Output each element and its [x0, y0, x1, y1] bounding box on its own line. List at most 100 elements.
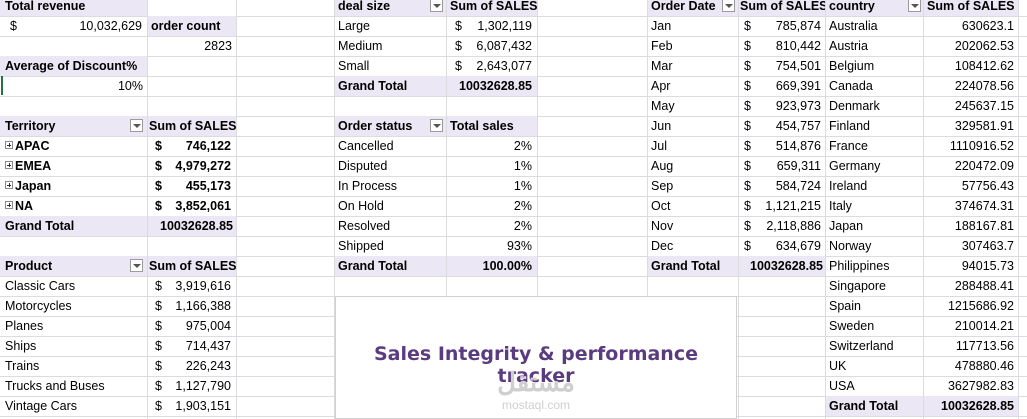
product-pivot: Product Sum of SALES Classic Cars $ 3,91… [0, 256, 236, 416]
table-row[interactable]: Switzerland 117713.56 [829, 339, 1014, 353]
expand-icon[interactable] [5, 141, 13, 149]
table-row[interactable]: Large $ 1,302,119 [338, 19, 532, 33]
grand-total-label: Grand Total [648, 256, 738, 276]
table-row[interactable]: Denmark 245637.15 [829, 99, 1014, 113]
table-row[interactable]: Mar $754,501 [651, 59, 821, 73]
country-header: country [826, 0, 923, 16]
grand-total-value: 100.00% [447, 256, 537, 276]
product-filter-dropdown-icon[interactable] [130, 259, 143, 272]
table-row[interactable]: Singapore 288488.41 [829, 279, 1014, 293]
table-row[interactable]: Feb $810,442 [651, 39, 821, 53]
discount-label[interactable]: Average of Discount% [0, 56, 147, 76]
order-date-sum-header: Sum of SALES [739, 0, 825, 16]
table-row[interactable]: Dec $634,679 [651, 239, 821, 253]
table-row[interactable]: In Process 1% [338, 179, 532, 193]
table-row[interactable]: May $923,973 [651, 99, 821, 113]
territory-pivot: Territory Sum of SALES APAC $ 746,122 EM… [0, 116, 236, 236]
order-status-header: Order status [335, 116, 446, 136]
order-count-label[interactable]: order count [148, 16, 236, 36]
grand-total-value: 10032628.85 [924, 396, 1018, 416]
table-row[interactable]: Resolved 2% [338, 219, 532, 233]
table-row[interactable]: Jul $514,876 [651, 139, 821, 153]
table-row[interactable]: Nov $2,118,886 [651, 219, 821, 233]
currency-symbol: $ [10, 19, 17, 33]
selected-cell[interactable] [1, 76, 146, 95]
watermark-url: mostaql.com [501, 398, 571, 412]
table-row[interactable]: Ireland 57756.43 [829, 179, 1014, 193]
table-row[interactable]: Sep $584,724 [651, 179, 821, 193]
table-row[interactable]: Planes $ 975,004 [5, 319, 231, 333]
kpi-block: Total revenue $ 10,032,629 order count 2… [0, 0, 236, 96]
table-row[interactable]: Vintage Cars $ 1,903,151 [5, 399, 231, 413]
country-filter-dropdown-icon[interactable] [908, 0, 921, 12]
total-revenue-label[interactable]: Total revenue [0, 0, 147, 16]
order-date-header: Order Date [648, 0, 738, 16]
deal-size-header: deal size [335, 0, 446, 16]
table-row[interactable]: Trucks and Buses $ 1,127,790 [5, 379, 231, 393]
product-header: Product [0, 256, 147, 276]
country-sum-header: Sum of SALES [924, 0, 1018, 16]
grand-total-label: Grand Total [826, 396, 923, 416]
table-row[interactable]: Jun $454,757 [651, 119, 821, 133]
table-row[interactable]: USA 3627982.83 [829, 379, 1014, 393]
table-row[interactable]: Finland 329581.91 [829, 119, 1014, 133]
grand-total-value: 10032628.85 [148, 216, 236, 236]
table-row[interactable]: Disputed 1% [338, 159, 532, 173]
order-status-sum-header: Total sales [447, 116, 537, 136]
table-row[interactable]: Apr $669,391 [651, 79, 821, 93]
territory-filter-dropdown-icon[interactable] [130, 119, 143, 132]
table-row[interactable]: Jan $785,874 [651, 19, 821, 33]
table-row[interactable]: Australia 630623.1 [829, 19, 1014, 33]
grand-total-label: Grand Total [335, 256, 446, 276]
territory-sum-header: Sum of SALES [148, 116, 236, 136]
table-row[interactable]: Germany 220472.09 [829, 159, 1014, 173]
table-row[interactable]: Belgium 108412.62 [829, 59, 1014, 73]
order-date-filter-dropdown-icon[interactable] [722, 0, 735, 12]
order-count-value[interactable]: 2823 [204, 39, 232, 53]
table-row[interactable]: UK 478880.46 [829, 359, 1014, 373]
table-row[interactable]: NA $ 3,852,061 [0, 196, 236, 216]
table-row[interactable]: Small $ 2,643,077 [338, 59, 532, 73]
table-row[interactable]: Cancelled 2% [338, 139, 532, 153]
order-status-filter-dropdown-icon[interactable] [430, 119, 443, 132]
table-row[interactable]: Trains $ 226,243 [5, 359, 231, 373]
table-row[interactable]: Norway 307463.7 [829, 239, 1014, 253]
table-row[interactable]: Sweden 210014.21 [829, 319, 1014, 333]
table-row[interactable]: Motorcycles $ 1,166,388 [5, 299, 231, 313]
expand-icon[interactable] [5, 161, 13, 169]
table-row[interactable]: Spain 1215686.92 [829, 299, 1014, 313]
table-row[interactable]: Japan $ 455,173 [0, 176, 236, 196]
order-date-pivot: Order Date Sum of SALES Jan $785,874 Feb $… [648, 0, 825, 276]
table-row[interactable]: Aug $659,311 [651, 159, 821, 173]
order-status-pivot: Order status Total sales Cancelled 2% Di… [335, 116, 537, 276]
deal-size-filter-dropdown-icon[interactable] [430, 0, 443, 12]
table-row[interactable]: Austria 202062.53 [829, 39, 1014, 53]
expand-icon[interactable] [5, 181, 13, 189]
territory-header: Territory [0, 116, 147, 136]
product-sum-header: Sum of SALES [148, 256, 236, 276]
deal-size-pivot: deal size Sum of SALES Large $ 1,302,119… [335, 0, 537, 96]
grand-total-label: Grand Total [335, 76, 446, 96]
grand-total-label: Grand Total [0, 216, 147, 236]
table-row[interactable]: Italy 374674.31 [829, 199, 1014, 213]
deal-size-sum-header: Sum of SALES [447, 0, 537, 16]
table-row[interactable]: Oct $1,121,215 [651, 199, 821, 213]
table-row[interactable]: France 1110916.52 [829, 139, 1014, 153]
table-row[interactable]: Japan 188167.81 [829, 219, 1014, 233]
country-pivot: country Sum of SALES Australia 630623.1 A… [826, 0, 1018, 416]
table-row[interactable]: Classic Cars $ 3,919,616 [5, 279, 231, 293]
total-revenue-value[interactable]: 10,032,629 [79, 19, 142, 33]
expand-icon[interactable] [5, 201, 13, 209]
discount-value[interactable]: 10% [117, 79, 143, 93]
table-row[interactable]: Philippines 94015.73 [829, 259, 1014, 273]
table-row[interactable]: Ships $ 714,437 [5, 339, 231, 353]
table-row[interactable]: On Hold 2% [338, 199, 532, 213]
table-row[interactable]: APAC $ 746,122 [0, 136, 236, 156]
table-row[interactable]: Medium $ 6,087,432 [338, 39, 532, 53]
grand-total-value: 10032628.85 [447, 76, 537, 96]
table-row[interactable]: Canada 224078.56 [829, 79, 1014, 93]
title-shape[interactable]: Sales Integrity & performance tracker مس… [335, 296, 737, 419]
grand-total-value: 10032628.85 [739, 256, 825, 276]
table-row[interactable]: Shipped 93% [338, 239, 532, 253]
table-row[interactable]: EMEA $ 4,979,272 [0, 156, 236, 176]
